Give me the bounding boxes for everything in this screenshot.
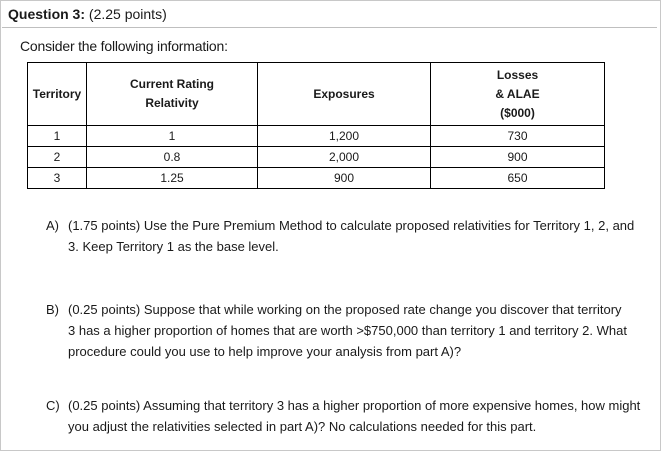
table-row: 2 0.8 2,000 900 <box>27 146 605 168</box>
cell-territory: 3 <box>27 167 87 189</box>
question-part-c: C) (0.25 points) Assuming that territory… <box>46 395 646 437</box>
table-header-row: Territory Current Rating Relativity Expo… <box>27 62 605 126</box>
header-losses-line1: Losses <box>496 67 539 82</box>
cell-exposures: 2,000 <box>257 146 431 168</box>
header-losses-line2: & ALAE <box>495 86 540 101</box>
cell-losses: 900 <box>430 146 605 168</box>
table-row: 3 1.25 900 650 <box>27 167 605 189</box>
cell-territory: 2 <box>27 146 87 168</box>
header-relativity-line1: Current Rating <box>130 77 214 91</box>
cell-territory: 1 <box>27 125 87 147</box>
data-table: Territory Current Rating Relativity Expo… <box>27 62 605 189</box>
intro-text: Consider the following information: <box>20 38 228 54</box>
cell-relativity: 0.8 <box>86 146 258 168</box>
table-row: 1 1 1,200 730 <box>27 125 605 147</box>
header-territory: Territory <box>27 62 87 126</box>
cell-exposures: 1,200 <box>257 125 431 147</box>
header-current-rating-relativity: Current Rating Relativity <box>86 62 258 126</box>
question-part-a: A) (1.75 points) Use the Pure Premium Me… <box>46 215 636 257</box>
question-points: (2.25 points) <box>88 6 167 22</box>
part-a-letter: A) <box>46 218 59 233</box>
part-a-text: (1.75 points) Use the Pure Premium Metho… <box>68 218 635 254</box>
cell-relativity: 1 <box>86 125 258 147</box>
part-c-letter: C) <box>46 398 60 413</box>
question-number: Question 3: <box>8 6 86 22</box>
cell-exposures: 900 <box>257 167 431 189</box>
header-losses-line3: ($000) <box>500 105 535 120</box>
header-exposures: Exposures <box>257 62 431 126</box>
header-losses-alae: Losses & ALAE ($000) <box>430 62 605 126</box>
cell-relativity: 1.25 <box>86 167 258 189</box>
part-b-letter: B) <box>46 302 59 317</box>
question-header: Question 3: (2.25 points) <box>2 1 657 28</box>
question-part-b: B) (0.25 points) Suppose that while work… <box>46 299 631 362</box>
cell-losses: 730 <box>430 125 605 147</box>
part-b-text: (0.25 points) Suppose that while working… <box>68 302 627 359</box>
header-relativity-line2: Relativity <box>145 96 199 110</box>
cell-losses: 650 <box>430 167 605 189</box>
part-c-text: (0.25 points) Assuming that territory 3 … <box>68 398 641 434</box>
